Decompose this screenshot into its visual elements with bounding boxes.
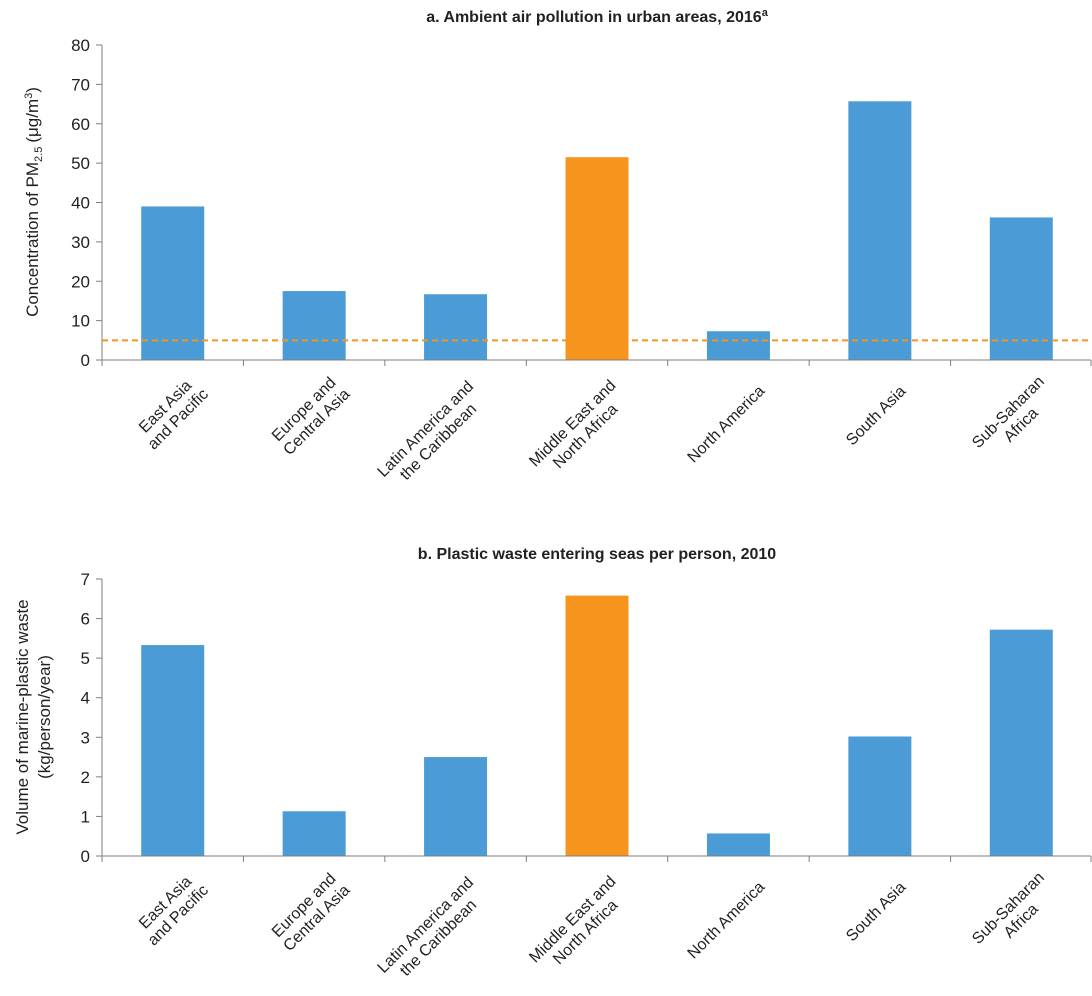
category-label: Latin America andthe Caribbean [375,378,490,493]
chart-title: b. Plastic waste entering seas per perso… [418,546,776,563]
category-label: Europe andCentral Asia [268,373,354,459]
bar [141,206,205,360]
chart-title: a. Ambient air pollution in urban areas,… [426,7,769,26]
y-tick-label: 7 [81,570,90,589]
y-tick-label: 0 [81,847,90,866]
bar [424,294,488,360]
category-label: Sub-SaharanAfrica [969,373,1060,464]
y-tick-label: 3 [81,728,90,747]
y-axis-label-line: (kg/person/year) [35,655,54,779]
bar [848,736,912,856]
bar [565,157,629,360]
y-tick-label: 50 [71,154,90,173]
category-label-line: South Asia [843,879,909,945]
category-label: South Asia [843,383,909,449]
bar [565,595,629,856]
y-tick-label: 1 [81,807,90,826]
y-axis-label-superscript: 3 [23,93,35,99]
category-label: Latin America andthe Caribbean [375,874,490,989]
y-tick-label: 20 [71,272,90,291]
chart-a: a. Ambient air pollution in urban areas,… [23,7,1092,493]
bar [282,291,346,360]
y-tick-label: 6 [81,610,90,629]
category-label: North America [685,879,769,963]
y-tick-label: 80 [71,36,90,55]
bar [989,629,1053,856]
bar [141,645,205,856]
bar [706,833,770,856]
category-label: East Asiaand Pacific [132,869,212,949]
y-tick-label: 40 [71,194,90,213]
category-label: North America [685,383,769,467]
y-tick-label: 2 [81,768,90,787]
category-label-line: North America [685,879,769,963]
y-tick-label: 0 [81,351,90,370]
chart-b: b. Plastic waste entering seas per perso… [13,546,1092,989]
bar [989,217,1053,360]
y-tick-label: 5 [81,649,90,668]
y-tick-label: 4 [81,689,90,708]
y-axis-label-close: ) [23,87,42,93]
category-label: Europe andCentral Asia [268,869,354,955]
category-label-line: South Asia [843,383,909,449]
bar [424,757,488,856]
category-label: Middle East andNorth Africa [526,377,632,483]
y-axis-label-line: Volume of marine-plastic waste [13,599,32,834]
category-label: East Asiaand Pacific [132,373,212,453]
y-tick-label: 60 [71,115,90,134]
category-label: Sub-SaharanAfrica [969,869,1060,960]
bar [706,331,770,360]
y-axis-label: Concentration of PM2.5(μg/m3) [23,87,45,317]
y-axis-label-unit: (μg/m [23,99,42,143]
category-label: South Asia [843,879,909,945]
y-tick-label: 70 [71,75,90,94]
category-label-line: North America [685,383,769,467]
y-axis-label-subscript: 2.5 [33,147,45,162]
bar [848,101,912,361]
y-tick-label: 10 [71,312,90,331]
bar [282,811,346,856]
category-label: Middle East andNorth Africa [526,873,632,979]
title-superscript: a [762,7,769,19]
y-tick-label: 30 [71,233,90,252]
